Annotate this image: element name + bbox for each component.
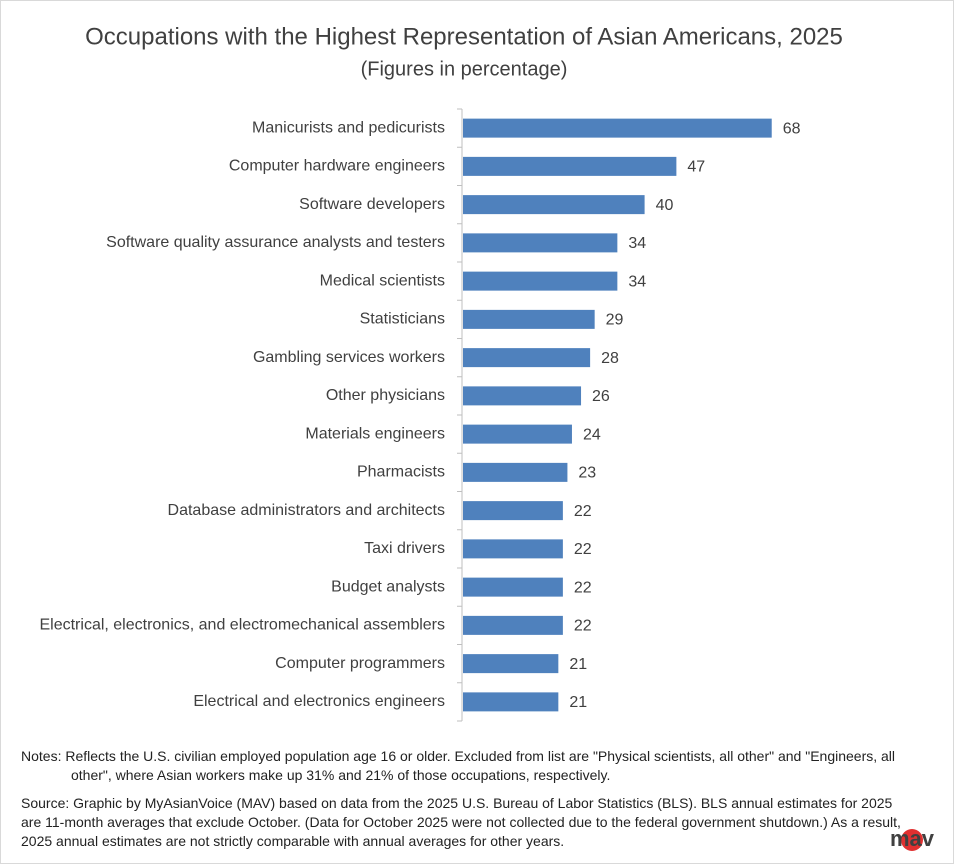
logo: mav (890, 826, 935, 851)
bar (463, 386, 582, 406)
value-label: 21 (569, 656, 587, 673)
source: Source: Graphic by MyAsianVoice (MAV) ba… (21, 795, 901, 849)
bar (463, 692, 559, 712)
bar (463, 539, 563, 559)
bar (463, 615, 563, 635)
value-label: 21 (569, 694, 587, 711)
category-label: Manicurists and pedicurists (252, 119, 445, 136)
bar (463, 309, 595, 329)
bar (463, 577, 563, 597)
category-label: Materials engineers (305, 425, 445, 442)
bar (463, 271, 618, 291)
bar (463, 654, 559, 674)
value-label: 34 (628, 235, 646, 252)
category-label: Other physicians (326, 387, 445, 404)
category-label: Computer hardware engineers (229, 158, 445, 175)
value-label: 22 (574, 618, 592, 635)
chart-subtitle: (Figures in percentage) (361, 58, 568, 80)
category-label: Pharmacists (357, 464, 445, 481)
category-label: Software quality assurance analysts and … (106, 234, 445, 251)
category-label: Electrical and electronics engineers (193, 693, 445, 710)
value-label: 47 (687, 159, 705, 176)
category-label: Taxi drivers (364, 540, 445, 557)
value-label: 28 (601, 350, 619, 367)
category-label: Gambling services workers (253, 349, 445, 366)
category-label: Medical scientists (320, 272, 445, 289)
logo-circle (901, 829, 923, 851)
category-label: Budget analysts (331, 578, 445, 595)
bar (463, 195, 645, 215)
bar (463, 118, 772, 138)
category-label: Software developers (299, 196, 445, 213)
value-label: 22 (574, 541, 592, 558)
bar (463, 233, 618, 253)
value-label: 22 (574, 503, 592, 520)
bar (463, 462, 568, 482)
value-label: 68 (783, 120, 801, 137)
category-label: Database administrators and architects (168, 502, 445, 519)
value-label: 40 (656, 197, 674, 214)
value-label: 24 (583, 426, 601, 443)
logo-text: mav (890, 826, 935, 851)
category-label: Statisticians (360, 311, 445, 328)
value-label: 23 (578, 465, 596, 482)
category-label: Electrical, electronics, and electromech… (39, 617, 445, 634)
notes: Notes: Reflects the U.S. civilian employ… (21, 748, 896, 783)
bar (463, 156, 677, 176)
chart: Occupations with the Highest Representat… (39, 23, 843, 722)
bar (463, 424, 572, 444)
value-label: 26 (592, 388, 610, 405)
category-label: Computer programmers (275, 655, 445, 672)
value-label: 22 (574, 579, 592, 596)
bar (463, 501, 563, 521)
value-label: 29 (606, 312, 624, 329)
bar (463, 348, 591, 368)
value-label: 34 (628, 273, 646, 290)
chart-title: Occupations with the Highest Representat… (85, 23, 843, 50)
